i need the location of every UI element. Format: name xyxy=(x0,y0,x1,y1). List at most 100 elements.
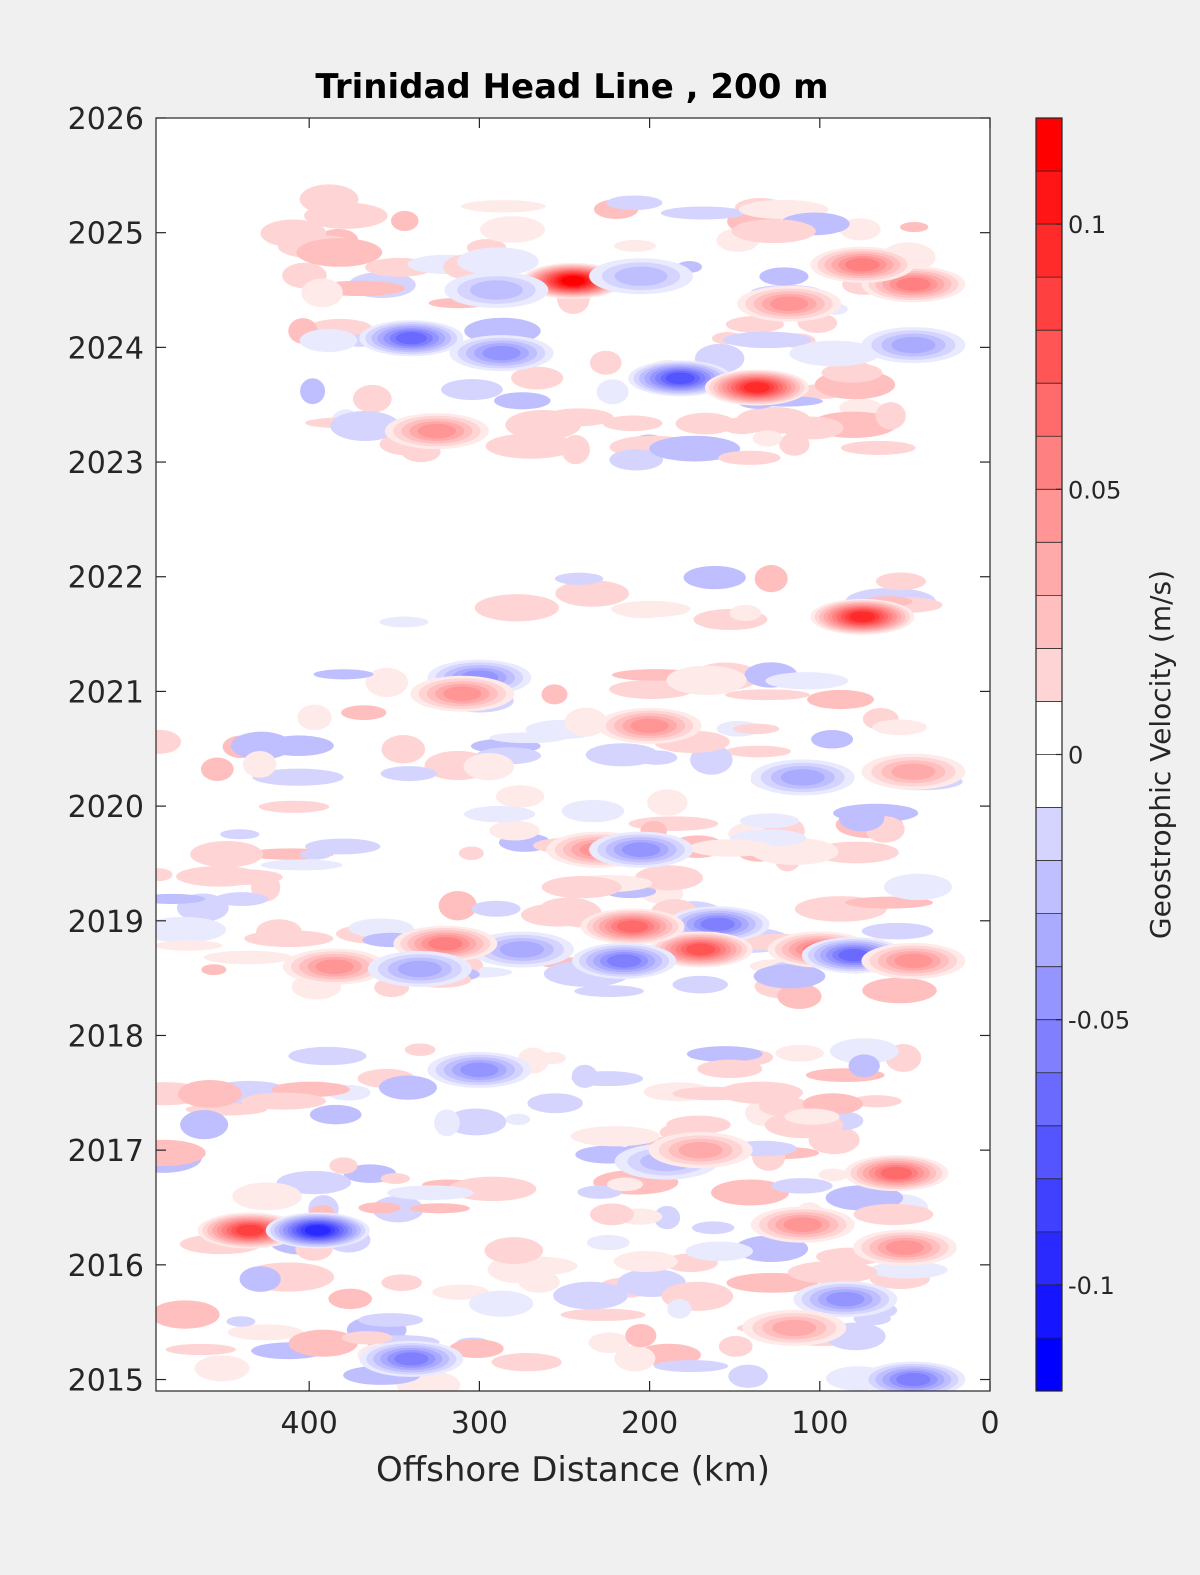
contour-blob xyxy=(787,1261,878,1284)
velocity-feature xyxy=(861,327,966,364)
contour-blob xyxy=(156,940,223,951)
contour-blob xyxy=(588,1332,630,1354)
contour-blob xyxy=(460,200,546,213)
y-tick-label: 2024 xyxy=(68,331,144,366)
colorbar-tick-label: 0 xyxy=(1068,742,1083,770)
contour-blob xyxy=(829,1038,899,1064)
contour-blob xyxy=(409,1203,470,1214)
colorbar-tick-label: -0.05 xyxy=(1068,1007,1130,1035)
contour-blob xyxy=(432,1284,490,1300)
velocity-feature xyxy=(444,272,549,309)
contour-blob xyxy=(721,417,763,435)
contour-blob xyxy=(304,202,388,229)
velocity-feature xyxy=(589,831,694,868)
contour-level xyxy=(469,280,523,300)
contour-level xyxy=(315,959,354,974)
plot-frame xyxy=(155,117,991,1392)
contour-level xyxy=(482,345,521,361)
contour-blob xyxy=(194,1355,250,1382)
colorbar-segment xyxy=(1036,1284,1062,1339)
contour-blob xyxy=(541,684,568,705)
contour-blob xyxy=(381,1274,423,1291)
contour-blob xyxy=(853,1203,934,1226)
contour-blob xyxy=(596,379,629,405)
contour-blob xyxy=(200,757,234,781)
contour-blob xyxy=(491,1353,562,1372)
contour-blob xyxy=(848,1054,880,1078)
y-tick-label: 2021 xyxy=(68,675,144,710)
contour-blob xyxy=(495,785,545,808)
colorbar-segment xyxy=(1036,224,1062,278)
contour-blob xyxy=(358,1313,424,1327)
contour-blob xyxy=(606,1177,644,1192)
contour-blob xyxy=(840,440,916,455)
contour-blob xyxy=(480,216,545,243)
contour-blob xyxy=(348,918,414,938)
y-tick-label: 2026 xyxy=(68,102,144,137)
contour-blob xyxy=(297,704,332,731)
contour-level xyxy=(428,937,463,951)
contour-blob xyxy=(625,1323,657,1348)
contour-blob xyxy=(683,565,746,590)
velocity-feature xyxy=(793,1281,898,1318)
contour-blob xyxy=(818,1168,848,1182)
contour-blob xyxy=(518,1270,560,1293)
contour-blob xyxy=(165,1343,236,1356)
y-tick-label: 2020 xyxy=(68,790,144,825)
contour-blob xyxy=(299,328,358,353)
contour-level xyxy=(845,258,880,272)
contour-blob xyxy=(570,1126,660,1147)
contour-blob xyxy=(697,1059,763,1079)
contour-blob xyxy=(156,893,206,904)
velocity-feature xyxy=(810,598,915,635)
contour-level xyxy=(606,954,642,968)
colorbar-segment xyxy=(1036,436,1062,490)
contour-blob xyxy=(675,412,736,435)
contour-blob xyxy=(241,1092,327,1110)
contour-level xyxy=(686,943,716,956)
colorbar-segment xyxy=(1036,118,1062,172)
contour-blob xyxy=(560,1308,646,1321)
contour-blob xyxy=(869,1261,948,1279)
y-tick-label: 2016 xyxy=(68,1249,144,1284)
contour-blob xyxy=(613,1250,678,1273)
contour-blob xyxy=(288,1046,367,1066)
contour-blob xyxy=(647,789,688,816)
colorbar-segment xyxy=(1036,542,1062,596)
contour-blob xyxy=(728,1364,768,1388)
contour-blob xyxy=(614,1345,656,1372)
contour-blob xyxy=(685,1241,754,1262)
contour-blob xyxy=(553,1281,628,1310)
contour-blob xyxy=(378,1075,437,1100)
contour-blob xyxy=(541,875,622,899)
velocity-feature xyxy=(742,1309,847,1346)
contour-blob xyxy=(571,1064,598,1088)
contour-blob xyxy=(239,1266,281,1292)
contour-blob xyxy=(299,849,332,860)
velocity-feature xyxy=(737,285,842,322)
contour-blob xyxy=(230,731,292,760)
contour-level xyxy=(780,769,825,786)
velocity-feature xyxy=(367,950,472,987)
contour-blob xyxy=(232,1182,302,1211)
contour-blob xyxy=(258,800,330,813)
y-tick-label: 2015 xyxy=(68,1364,144,1399)
contour-level xyxy=(891,336,936,354)
contour-blob xyxy=(811,729,854,749)
contour-blob xyxy=(635,750,678,765)
colorbar-segment xyxy=(1036,383,1062,437)
contour-blob xyxy=(725,689,810,701)
contour-blob xyxy=(330,411,400,441)
contour-blob xyxy=(729,604,762,622)
contour-blob xyxy=(309,1104,362,1125)
contour-blob xyxy=(256,919,302,945)
contour-blob xyxy=(667,1299,692,1319)
contour-level xyxy=(561,275,585,286)
colorbar-segment xyxy=(1036,1072,1062,1127)
contour-blob xyxy=(862,977,937,1004)
contour-level xyxy=(621,842,661,857)
contour-blob xyxy=(156,1139,206,1167)
contour-blob xyxy=(577,1185,622,1199)
contour-blob xyxy=(458,846,484,861)
